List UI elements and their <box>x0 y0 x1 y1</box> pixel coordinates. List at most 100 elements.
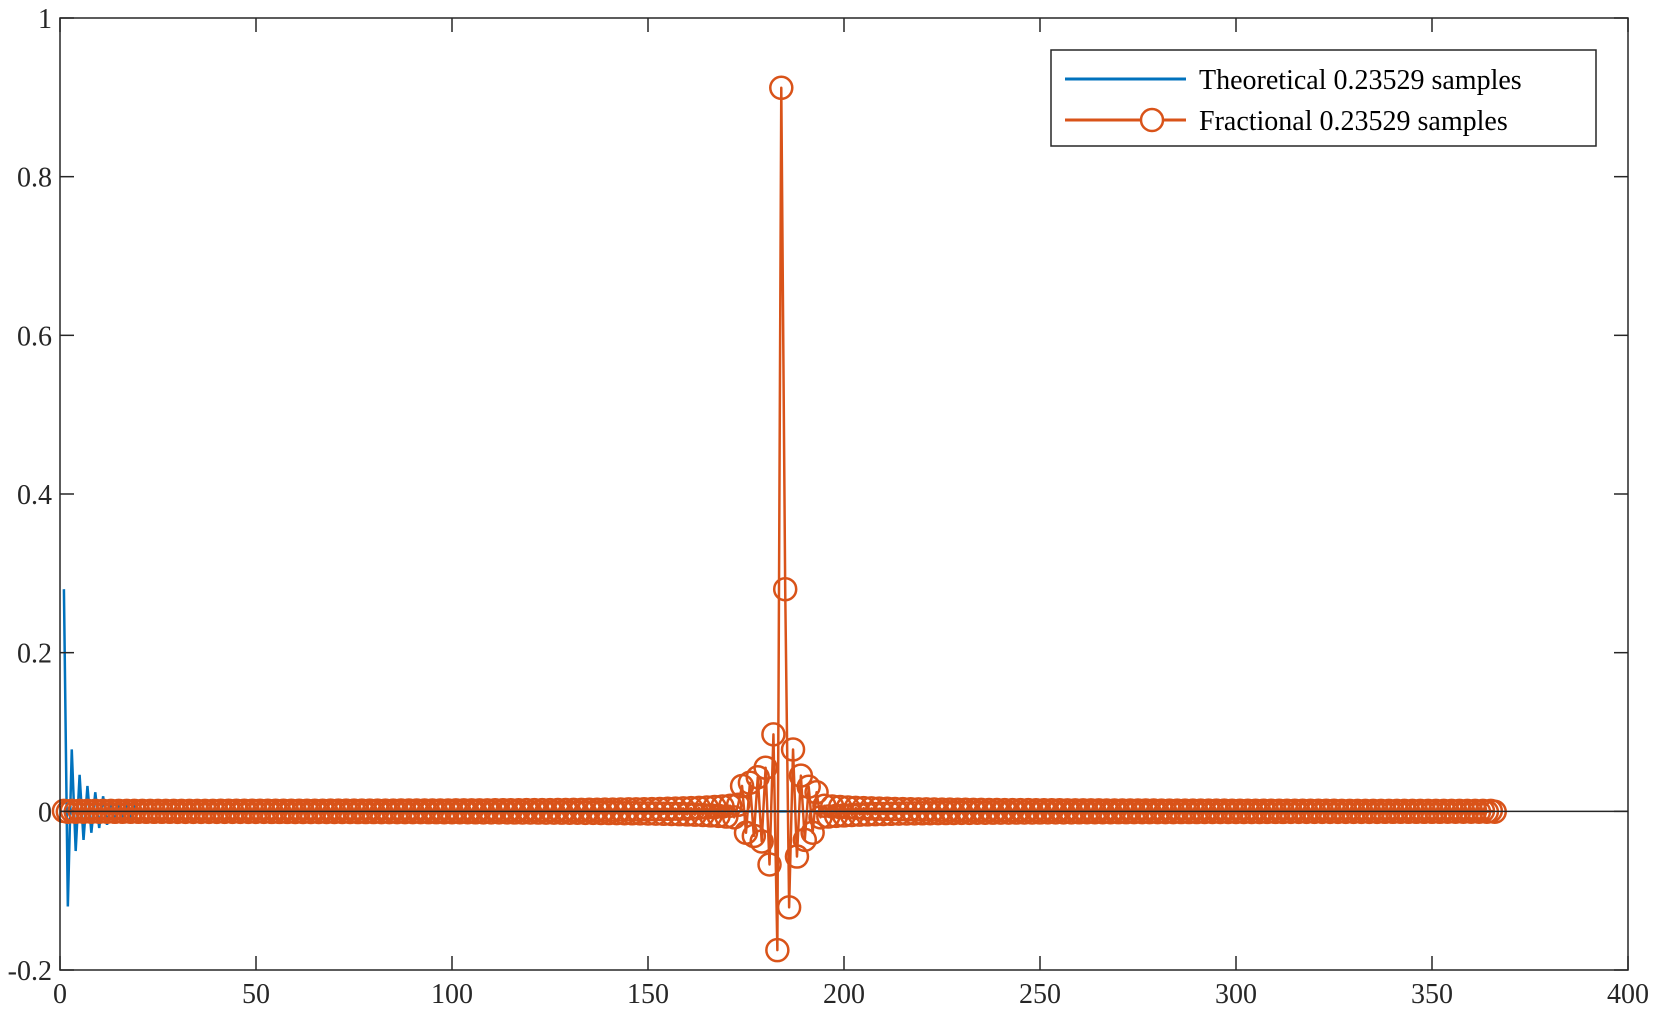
legend-box <box>1050 49 1597 147</box>
fractional-point-233 <box>961 797 986 823</box>
fractional-point-131 <box>561 797 586 823</box>
x-tick-label-150: 150 <box>627 979 669 1010</box>
fractional-point-193 <box>804 780 829 805</box>
fractional-point-181 <box>757 852 782 877</box>
fractional-point-133 <box>569 797 594 823</box>
x-tick-label-200: 200 <box>823 979 865 1010</box>
fractional-point-127 <box>545 797 571 823</box>
y-tick-label-1: 0 <box>38 797 52 828</box>
fractional-point-188 <box>784 844 810 869</box>
fractional-point-245 <box>1008 797 1033 823</box>
fractional-point-225 <box>929 797 955 822</box>
fractional-point-147 <box>623 797 649 822</box>
y-tick-label-3: 0.4 <box>17 480 52 511</box>
fractional-point-138 <box>588 800 614 826</box>
fractional-point-116 <box>502 800 527 825</box>
fractional-point-251 <box>1031 798 1057 823</box>
fractional-point-122 <box>525 800 551 825</box>
fractional-point-243 <box>1000 797 1025 823</box>
fractional-point-171 <box>718 793 743 818</box>
fractional-point-212 <box>878 801 904 827</box>
fractional-point-142 <box>604 800 629 826</box>
x-tick-label-350: 350 <box>1411 979 1453 1010</box>
fractional-point-185 <box>772 576 798 602</box>
fractional-point-190 <box>792 827 818 853</box>
fractional-point-149 <box>631 796 657 822</box>
fractional-point-182 <box>761 722 786 747</box>
fractional-point-229 <box>945 797 970 822</box>
fractional-point-134 <box>573 800 598 826</box>
fractional-point-186 <box>776 895 802 920</box>
x-tick-label-250: 250 <box>1019 979 1061 1010</box>
fractional-point-136 <box>580 800 606 826</box>
fractional-point-125 <box>537 797 563 823</box>
x-tick-label-400: 400 <box>1607 979 1649 1010</box>
fractional-point-240 <box>988 800 1014 825</box>
fractional-point-214 <box>886 801 912 826</box>
y-tick-label-5: 0.8 <box>17 163 52 194</box>
fractional-point-121 <box>522 797 547 823</box>
y-tick-label-6: 1 <box>38 4 52 35</box>
fractional-point-218 <box>902 801 927 826</box>
fractional-point-219 <box>906 797 931 822</box>
axes-layer: 0 50 100 150 200 250 300 350 400-0.200.20.40.60.… <box>8 4 1649 1010</box>
fractional-point-246 <box>1012 800 1037 825</box>
fractional-point-124 <box>533 800 559 825</box>
fractional-point-231 <box>953 797 978 823</box>
fractional-point-128 <box>549 800 575 825</box>
fractional-point-232 <box>957 800 982 826</box>
fractional-point-221 <box>914 797 939 822</box>
fractional-point-192 <box>800 820 825 845</box>
fractional-point-187 <box>780 737 806 762</box>
fractional-point-237 <box>976 797 1002 823</box>
fractional-point-120 <box>518 800 543 825</box>
fractional-point-248 <box>1019 800 1045 825</box>
fractional-point-143 <box>608 797 633 822</box>
fractional-point-184 <box>769 75 794 101</box>
x-tick-label-50: 50 <box>242 979 270 1010</box>
fractional-point-115 <box>498 798 524 823</box>
fractional-point-144 <box>612 800 637 826</box>
fractional-point-180 <box>753 755 778 780</box>
fractional-point-176 <box>737 770 763 796</box>
fractional-point-215 <box>890 796 916 822</box>
fractional-point-213 <box>882 796 908 822</box>
fractional-point-242 <box>996 800 1021 825</box>
fractional-point-148 <box>627 801 653 826</box>
fractional-point-139 <box>592 797 618 822</box>
fractional-point-137 <box>584 797 610 822</box>
fractional-point-173 <box>725 792 751 818</box>
fractional-point-179 <box>749 829 774 854</box>
fractional-point-230 <box>949 800 974 826</box>
fractional-point-234 <box>965 800 990 826</box>
fractional-point-220 <box>910 801 935 826</box>
fractional-point-250 <box>1027 800 1053 825</box>
fractional-point-238 <box>980 800 1006 825</box>
fractional-point-123 <box>529 797 555 823</box>
y-tick-label-2: 0.2 <box>17 639 52 670</box>
fractional-point-228 <box>941 800 967 826</box>
fractional-point-235 <box>968 797 994 823</box>
fractional-point-254 <box>1043 800 1068 825</box>
fractional-point-224 <box>925 800 951 826</box>
fractional-point-145 <box>616 797 641 822</box>
fractional-point-111 <box>482 798 508 823</box>
fractional-point-191 <box>796 774 821 799</box>
fractional-point-183 <box>765 937 790 963</box>
fractional-point-146 <box>620 801 645 826</box>
fractional-point-239 <box>984 797 1010 823</box>
fractional-point-126 <box>541 800 567 825</box>
fractional-point-252 <box>1035 800 1061 825</box>
fractional-point-172 <box>721 805 747 830</box>
x-tick-label-0: 0 <box>53 979 67 1010</box>
fractional-point-216 <box>894 801 919 826</box>
fractional-point-227 <box>937 797 963 822</box>
fractional-point-249 <box>1023 797 1049 823</box>
x-tick-label-100: 100 <box>431 979 473 1010</box>
fractional-point-226 <box>933 800 959 826</box>
fractional-point-130 <box>557 800 582 825</box>
fractional-point-217 <box>898 796 923 822</box>
fractional-point-177 <box>741 823 767 849</box>
fractional-point-135 <box>576 797 602 823</box>
